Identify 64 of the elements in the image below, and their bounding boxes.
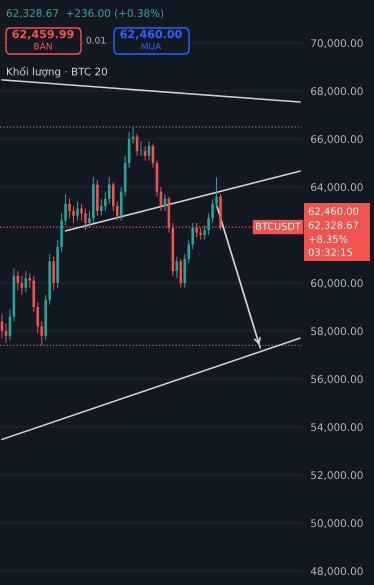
text: 62,460.00 xyxy=(308,207,358,216)
candlestick xyxy=(180,258,182,288)
text: 03:32:15 xyxy=(308,248,352,256)
candlestick xyxy=(16,270,20,291)
candlestick xyxy=(20,275,24,296)
candlestick xyxy=(40,320,43,346)
candlestick xyxy=(72,206,75,224)
y-tick-label: 64,000.00 xyxy=(311,183,363,192)
candlestick xyxy=(88,210,91,228)
y-tick-label: 50,000.00 xyxy=(311,519,363,528)
candlestick xyxy=(187,239,190,264)
y-tick-label: 60,000.00 xyxy=(311,279,363,288)
text: +8.35% xyxy=(309,235,348,243)
candlestick xyxy=(36,302,40,334)
annotation: 62,459.99 xyxy=(12,30,74,40)
ref-line-label: BTCUSDT xyxy=(256,222,301,230)
candlestick xyxy=(28,272,32,288)
candlestick xyxy=(64,194,67,226)
y-tick-label: 56,000.00 xyxy=(311,375,363,384)
candlestick xyxy=(176,256,178,279)
candlestick xyxy=(80,203,83,222)
candlestick xyxy=(104,191,107,212)
candlestick xyxy=(207,212,210,236)
candlestick xyxy=(136,134,138,156)
candlestick xyxy=(108,176,111,204)
candlestick xyxy=(148,140,150,162)
y-tick-label: 52,000.00 xyxy=(311,471,363,480)
candlestick xyxy=(100,198,103,216)
candlestick xyxy=(164,194,166,212)
candlestick xyxy=(191,222,194,250)
annotation: BÁN xyxy=(34,41,52,50)
candlestick xyxy=(24,270,28,294)
candlestick xyxy=(68,198,71,219)
y-tick-label: 48,000.00 xyxy=(310,567,363,576)
candlestick xyxy=(160,186,162,212)
annotation: 62,328.67 +236.00 (+0.38%) xyxy=(6,8,164,18)
candlestick xyxy=(112,182,115,212)
candlestick xyxy=(0,314,4,339)
candlestick xyxy=(120,186,122,222)
candlestick xyxy=(128,131,130,168)
annotation: Khối lượng · BTC 20 xyxy=(7,66,108,78)
candlestick xyxy=(132,126,134,144)
y-tick-label: 54,000.00 xyxy=(311,423,363,432)
candlestick xyxy=(4,323,8,344)
annotation: 0.01 xyxy=(86,36,106,44)
annotation: MUA xyxy=(142,42,162,50)
candlestick xyxy=(215,176,218,210)
y-tick-label: 68,000.00 xyxy=(311,87,363,96)
candlestick xyxy=(116,200,118,222)
y-tick-label: 70,000.00 xyxy=(311,39,363,48)
candlestick xyxy=(52,256,55,291)
y-tick-label: 66,000.00 xyxy=(311,135,363,144)
candlestick xyxy=(8,308,12,342)
candlestick xyxy=(184,254,186,288)
candlestick xyxy=(76,200,79,222)
candlestick xyxy=(140,140,142,156)
candlestick xyxy=(144,146,146,162)
candlestick xyxy=(203,224,206,240)
candlestick xyxy=(199,227,202,240)
y-tick-label: 58,000.00 xyxy=(311,327,363,336)
candlestick xyxy=(152,143,154,168)
annotation: 62,460.00 xyxy=(120,30,182,40)
text: 62,328.67 xyxy=(308,221,358,230)
candlestick xyxy=(211,198,214,224)
